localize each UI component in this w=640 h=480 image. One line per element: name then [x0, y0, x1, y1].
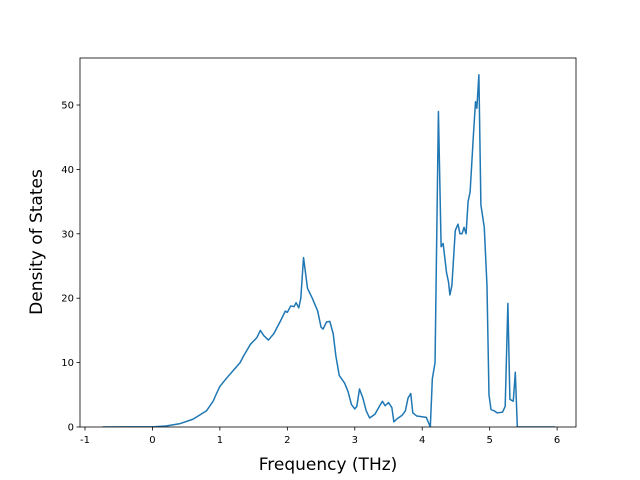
y-tick-label: 20	[61, 294, 74, 305]
x-tick-label: 6	[554, 435, 560, 446]
line	[102, 73, 556, 427]
y-tick-label: 50	[61, 101, 74, 112]
y-axis-label: Density of States	[27, 169, 47, 315]
y-tick-label: 10	[61, 358, 74, 369]
x-tick-label: 0	[149, 435, 155, 446]
x-axis-label: Frequency (THz)	[259, 455, 398, 475]
x-tick-label: 2	[284, 435, 290, 446]
y-tick-label: 30	[61, 229, 74, 240]
y-tick-label: 40	[61, 165, 74, 176]
y-tick-label: 0	[68, 423, 74, 434]
x-tick-label: 1	[217, 435, 223, 446]
x-tick-label: -1	[80, 435, 90, 446]
x-tick-label: 4	[419, 435, 425, 446]
x-tick-label: 5	[486, 435, 492, 446]
x-tick-label: 3	[352, 435, 358, 446]
plot-frame	[79, 57, 577, 428]
